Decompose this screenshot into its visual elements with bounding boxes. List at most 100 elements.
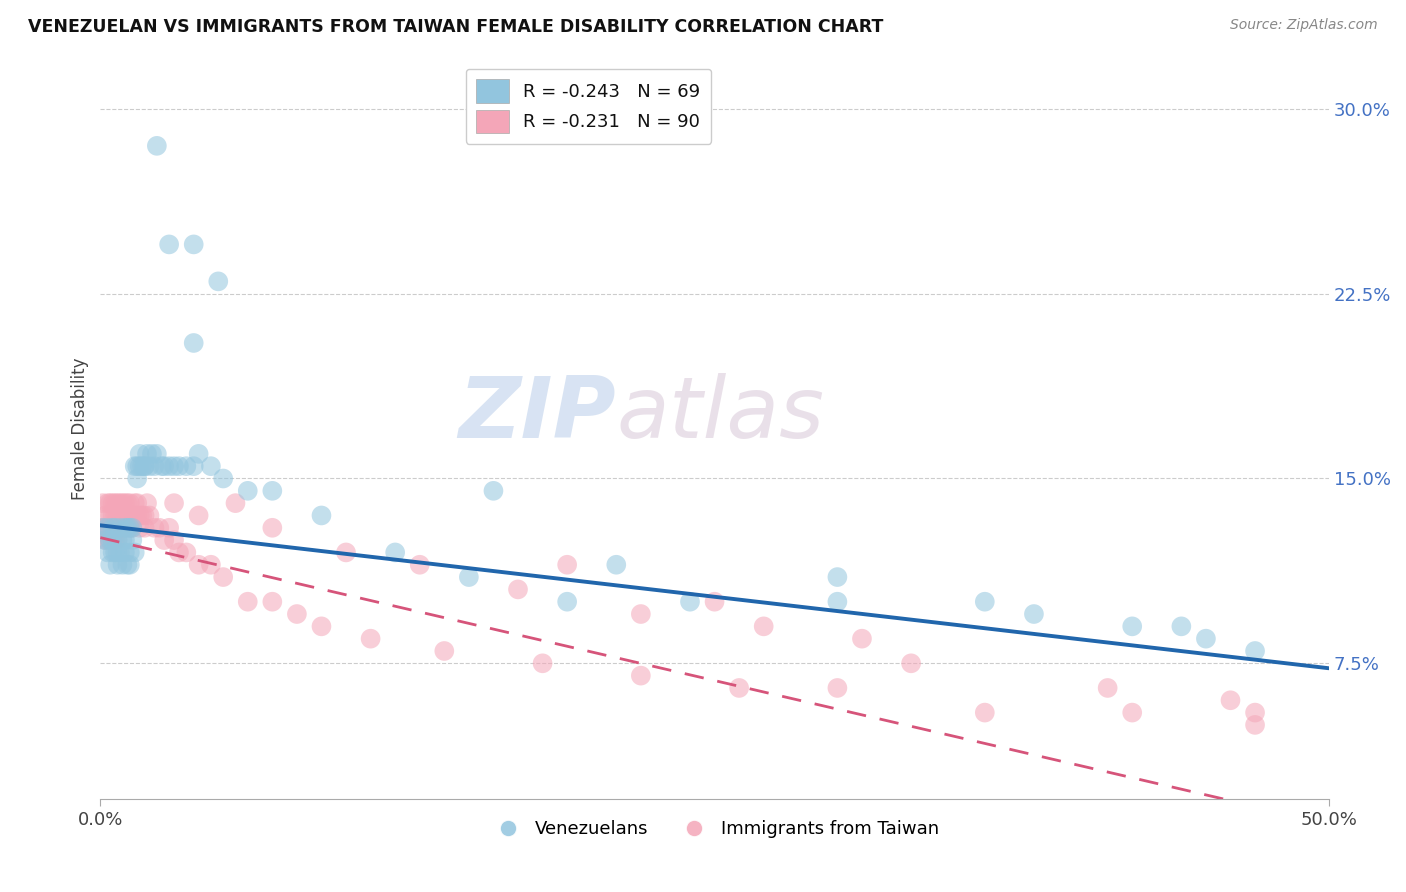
Text: VENEZUELAN VS IMMIGRANTS FROM TAIWAN FEMALE DISABILITY CORRELATION CHART: VENEZUELAN VS IMMIGRANTS FROM TAIWAN FEM…: [28, 18, 883, 36]
Point: [124, 459, 146, 474]
Point: [236, 483, 259, 498]
Point: [311, 508, 333, 523]
Text: ZIP: ZIP: [458, 373, 616, 456]
Point: [1195, 632, 1218, 646]
Point: [555, 595, 578, 609]
Point: [108, 545, 131, 559]
Point: [146, 447, 169, 461]
Point: [482, 483, 505, 498]
Point: [101, 545, 124, 559]
Point: [127, 508, 149, 523]
Point: [143, 521, 166, 535]
Point: [101, 508, 124, 523]
Point: [176, 459, 198, 474]
Point: [212, 570, 235, 584]
Point: [153, 533, 176, 547]
Point: [107, 521, 129, 535]
Point: [128, 521, 150, 535]
Point: [1121, 619, 1143, 633]
Point: [457, 570, 479, 584]
Point: [124, 545, 146, 559]
Point: [101, 533, 124, 547]
Point: [827, 570, 849, 584]
Point: [1170, 619, 1192, 633]
Point: [104, 533, 127, 547]
Point: [236, 595, 259, 609]
Point: [224, 496, 246, 510]
Point: [605, 558, 627, 572]
Point: [104, 521, 127, 535]
Point: [163, 459, 186, 474]
Point: [128, 459, 150, 474]
Point: [167, 545, 190, 559]
Point: [183, 335, 205, 350]
Point: [117, 496, 139, 510]
Point: [143, 459, 166, 474]
Point: [98, 508, 121, 523]
Point: [311, 619, 333, 633]
Point: [108, 496, 131, 510]
Point: [630, 668, 652, 682]
Point: [1121, 706, 1143, 720]
Point: [285, 607, 308, 621]
Point: [827, 595, 849, 609]
Point: [108, 521, 131, 535]
Point: [973, 595, 995, 609]
Point: [114, 521, 136, 535]
Point: [114, 508, 136, 523]
Point: [98, 521, 121, 535]
Point: [101, 521, 124, 535]
Text: atlas: atlas: [616, 373, 824, 456]
Point: [187, 558, 209, 572]
Point: [148, 521, 170, 535]
Point: [134, 459, 156, 474]
Point: [200, 459, 222, 474]
Point: [409, 558, 432, 572]
Point: [118, 496, 141, 510]
Point: [118, 521, 141, 535]
Point: [114, 545, 136, 559]
Point: [118, 558, 141, 572]
Point: [138, 459, 160, 474]
Point: [531, 657, 554, 671]
Point: [207, 274, 229, 288]
Point: [117, 521, 139, 535]
Point: [101, 521, 124, 535]
Legend: Venezuelans, Immigrants from Taiwan: Venezuelans, Immigrants from Taiwan: [482, 813, 946, 846]
Point: [97, 496, 120, 510]
Point: [111, 521, 134, 535]
Point: [262, 483, 284, 498]
Point: [183, 459, 205, 474]
Point: [127, 496, 149, 510]
Point: [262, 521, 284, 535]
Point: [1097, 681, 1119, 695]
Point: [136, 447, 159, 461]
Point: [728, 681, 751, 695]
Point: [262, 595, 284, 609]
Point: [97, 521, 120, 535]
Point: [104, 545, 127, 559]
Point: [1022, 607, 1045, 621]
Point: [150, 459, 173, 474]
Point: [114, 496, 136, 510]
Point: [679, 595, 702, 609]
Point: [97, 521, 120, 535]
Point: [212, 471, 235, 485]
Point: [1244, 718, 1267, 732]
Point: [163, 533, 186, 547]
Point: [121, 521, 143, 535]
Point: [91, 496, 114, 510]
Point: [98, 533, 121, 547]
Point: [1244, 644, 1267, 658]
Point: [94, 521, 117, 535]
Point: [555, 558, 578, 572]
Point: [91, 521, 114, 535]
Point: [108, 508, 131, 523]
Point: [118, 545, 141, 559]
Point: [107, 496, 129, 510]
Point: [157, 237, 180, 252]
Point: [107, 508, 129, 523]
Point: [94, 533, 117, 547]
Point: [107, 545, 129, 559]
Point: [111, 496, 134, 510]
